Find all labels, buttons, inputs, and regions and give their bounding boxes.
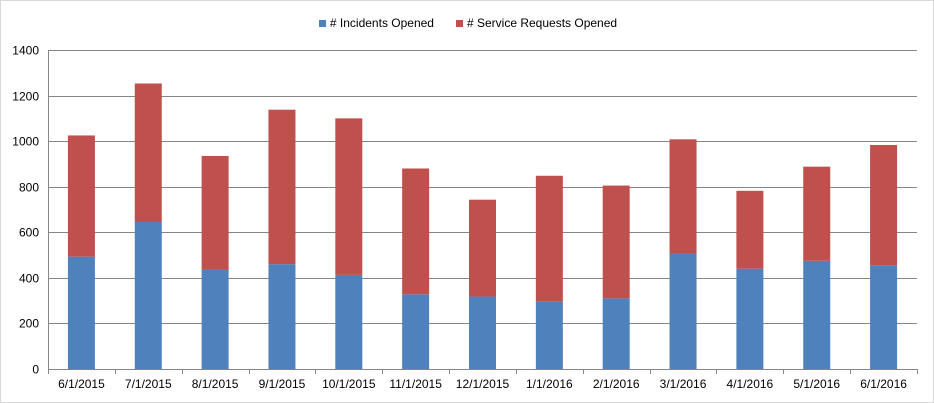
bar-service-requests [335, 118, 363, 275]
legend-label-incidents: # Incidents Opened [329, 16, 434, 30]
legend: # Incidents Opened # Service Requests Op… [1, 14, 934, 32]
bar-incidents [469, 296, 496, 369]
y-tick-label: 0 [32, 363, 39, 377]
legend-label-service-requests: # Service Requests Opened [466, 16, 618, 30]
x-tick-label: 8/1/2015 [192, 377, 239, 391]
y-tick-label: 1200 [12, 90, 39, 104]
bar-incidents [803, 260, 831, 369]
legend-entry-incidents: # Incidents Opened [318, 16, 434, 30]
y-tick-label: 200 [19, 317, 39, 331]
y-tick-label: 1000 [12, 135, 39, 149]
legend-swatch-incidents [318, 19, 326, 27]
y-tick-label: 400 [19, 272, 39, 286]
bar-incidents [67, 256, 95, 369]
bar-service-requests [870, 145, 898, 266]
bar-service-requests [67, 135, 95, 257]
x-tick-label: 11/1/2015 [389, 377, 442, 391]
bar-service-requests [134, 83, 162, 223]
bar-service-requests [803, 166, 831, 261]
bar-incidents [134, 222, 162, 369]
bar-incidents [268, 264, 296, 369]
bar-incidents [669, 253, 697, 369]
x-tick-label: 12/1/2015 [456, 377, 510, 391]
bar-incidents [201, 269, 229, 369]
bar-service-requests [469, 199, 496, 297]
bar-incidents [870, 265, 898, 369]
x-tick-label: 5/1/2016 [793, 377, 840, 391]
bar-service-requests [669, 139, 697, 254]
legend-entry-service-requests: # Service Requests Opened [455, 16, 618, 30]
x-tick-label: 4/1/2016 [727, 377, 774, 391]
x-tick-label: 9/1/2015 [259, 377, 306, 391]
bar-service-requests [402, 168, 430, 295]
x-tick-label: 6/1/2015 [58, 377, 105, 391]
x-tick-label: 3/1/2016 [660, 377, 707, 391]
x-tick-label: 7/1/2015 [125, 377, 172, 391]
x-tick-label: 6/1/2016 [860, 377, 907, 391]
bar-service-requests [201, 155, 229, 270]
legend-swatch-service-requests [455, 19, 463, 27]
bar-incidents [335, 274, 363, 369]
x-tick-label: 10/1/2015 [322, 377, 376, 391]
bar-incidents [535, 301, 563, 369]
x-tick-label: 1/1/2016 [526, 377, 573, 391]
y-tick-label: 1400 [12, 44, 39, 58]
bar-service-requests [535, 175, 563, 302]
bar-service-requests [268, 109, 296, 265]
bar-service-requests [736, 190, 764, 269]
bar-service-requests [602, 185, 630, 299]
x-tick-label: 2/1/2016 [593, 377, 640, 391]
bar-incidents [402, 294, 430, 369]
bar-incidents [602, 298, 630, 369]
y-tick-label: 600 [19, 226, 39, 240]
y-tick-label: 800 [19, 181, 39, 195]
bar-incidents [736, 268, 764, 369]
